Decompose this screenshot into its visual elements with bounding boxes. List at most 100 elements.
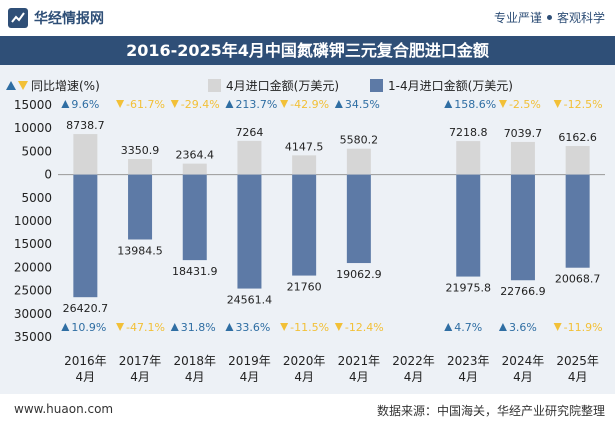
growth-rate-label: 4.7% <box>454 321 482 334</box>
legend-label: 4月进口金额(万美元) <box>226 78 339 93</box>
monthly-bar <box>346 148 371 175</box>
monthly-bar <box>182 163 207 175</box>
growth-rate-label: -11.9% <box>564 321 603 334</box>
tagline-left: 专业严谨 <box>493 11 542 25</box>
growth-rate-label: -61.7% <box>126 98 165 111</box>
y-tick-label: 35000 <box>14 330 52 344</box>
y-tick-label: 5000 <box>21 191 52 205</box>
monthly-bar <box>456 141 481 175</box>
monthly-value-label: 6162.6 <box>558 131 597 144</box>
growth-up-icon <box>444 100 453 108</box>
cumulative-value-label: 21760 <box>287 281 322 294</box>
legend-up-triangle <box>6 81 16 90</box>
growth-down-icon <box>170 100 179 108</box>
growth-rate-label: -29.4% <box>181 98 220 111</box>
x-tick-label-line: 4月 <box>513 370 533 384</box>
x-tick-label-line: 2019年 <box>228 354 271 368</box>
x-tick-label: 2025年 4月 <box>556 354 599 384</box>
x-tick-label-line: 2022年 <box>392 354 435 368</box>
dot-separator <box>546 15 552 20</box>
growth-down-icon <box>116 100 125 108</box>
growth-down-icon <box>553 323 562 331</box>
legend-swatch <box>370 79 383 92</box>
title-bar: 2016-2025年4月中国氮磷钾三元复合肥进口金额 <box>0 36 615 65</box>
monthly-value-label: 4147.5 <box>285 140 324 153</box>
growth-rate-label: -12.5% <box>564 98 603 111</box>
chart-title: 2016-2025年4月中国氮磷钾三元复合肥进口金额 <box>126 41 489 60</box>
growth-up-icon <box>225 100 234 108</box>
growth-rate-label: -42.9% <box>290 98 329 111</box>
y-tick-label: 20000 <box>14 260 52 274</box>
y-tick-label: 10000 <box>14 121 52 135</box>
x-tick-label-line: 4月 <box>404 370 424 384</box>
monthly-value-label: 2364.4 <box>176 149 215 162</box>
cumulative-bar <box>346 174 371 264</box>
brand-name: 华经情报网 <box>34 11 104 27</box>
monthly-value-label: 7039.7 <box>504 127 543 140</box>
tagline-right: 客观科学 <box>556 11 605 25</box>
growth-up-icon <box>444 323 453 331</box>
y-tick-label: 30000 <box>14 307 52 321</box>
y-tick-label: 0 <box>44 168 52 182</box>
cumulative-value-label: 18431.9 <box>172 265 218 278</box>
x-tick-label: 2024年 4月 <box>502 354 545 384</box>
x-tick-label-line: 2017年 <box>119 354 162 368</box>
growth-rate-label: -47.1% <box>126 321 165 334</box>
growth-up-icon <box>61 100 70 108</box>
x-tick-label-line: 4月 <box>349 370 369 384</box>
x-tick-label-line: 2023年 <box>447 354 490 368</box>
growth-up-icon <box>61 323 70 331</box>
growth-rate-label: -11.5% <box>290 321 329 334</box>
y-tick-label: 15000 <box>14 237 52 251</box>
growth-down-icon <box>280 323 289 331</box>
growth-down-icon <box>116 323 125 331</box>
growth-rate-label: 31.8% <box>181 321 216 334</box>
tagline: 专业严谨 客观科学 <box>494 9 605 26</box>
x-tick-label-line: 2021年 <box>338 354 381 368</box>
x-tick-label-line: 4月 <box>568 370 588 384</box>
cumulative-bar <box>510 174 535 281</box>
growth-up-icon <box>170 323 179 331</box>
cumulative-bar <box>565 174 590 268</box>
monthly-bar <box>510 141 535 175</box>
growth-up-icon <box>334 100 343 108</box>
cumulative-value-label: 26420.7 <box>63 302 109 315</box>
x-tick-label-line: 4月 <box>294 370 314 384</box>
x-tick-label: 2023年 4月 <box>447 354 490 384</box>
y-tick-label: 5000 <box>21 144 52 158</box>
cumulative-value-label: 22766.9 <box>500 285 546 298</box>
growth-rate-label: 158.6% <box>454 98 496 111</box>
growth-rate-label: 34.5% <box>345 98 380 111</box>
x-tick-label: 2018年 4月 <box>173 354 216 384</box>
growth-down-icon <box>553 100 562 108</box>
monthly-value-label: 7218.8 <box>449 126 488 139</box>
monthly-bar <box>73 134 98 175</box>
x-tick-label-line: 2024年 <box>502 354 545 368</box>
cumulative-value-label: 21975.8 <box>446 282 492 295</box>
chart-plot: 同比增速(%) 4月进口金额(万美元) 1-4月进口金额(万美元) 15000 1000… <box>6 78 605 384</box>
growth-down-icon <box>334 323 343 331</box>
growth-rate-label: 213.7% <box>235 98 277 111</box>
growth-down-icon <box>280 100 289 108</box>
cumulative-bar <box>128 174 153 240</box>
cumulative-value-label: 13984.5 <box>117 244 163 257</box>
y-tick-label: 15000 <box>14 98 52 112</box>
growth-rate-label: -2.5% <box>509 98 541 111</box>
top-bar: 华经情报网 专业严谨 客观科学 <box>0 0 615 36</box>
monthly-bar <box>237 140 262 175</box>
x-tick-label: 2016年 4月 <box>64 354 107 384</box>
legend-label: 1-4月进口金额(万美元) <box>388 78 513 93</box>
x-tick-label-line: 4月 <box>76 370 96 384</box>
growth-rate-label: 10.9% <box>71 321 106 334</box>
x-tick-label: 2019年 4月 <box>228 354 271 384</box>
legend-down-triangle <box>18 81 28 90</box>
monthly-bar <box>128 159 153 175</box>
growth-up-icon <box>225 323 234 331</box>
monthly-bar <box>565 146 590 175</box>
x-tick-label-line: 2018年 <box>173 354 216 368</box>
cumulative-bar <box>237 174 262 289</box>
monthly-bar <box>292 155 317 175</box>
x-tick-label: 2020年 4月 <box>283 354 326 384</box>
cumulative-bar <box>182 174 207 261</box>
x-tick-label-line: 2020年 <box>283 354 326 368</box>
